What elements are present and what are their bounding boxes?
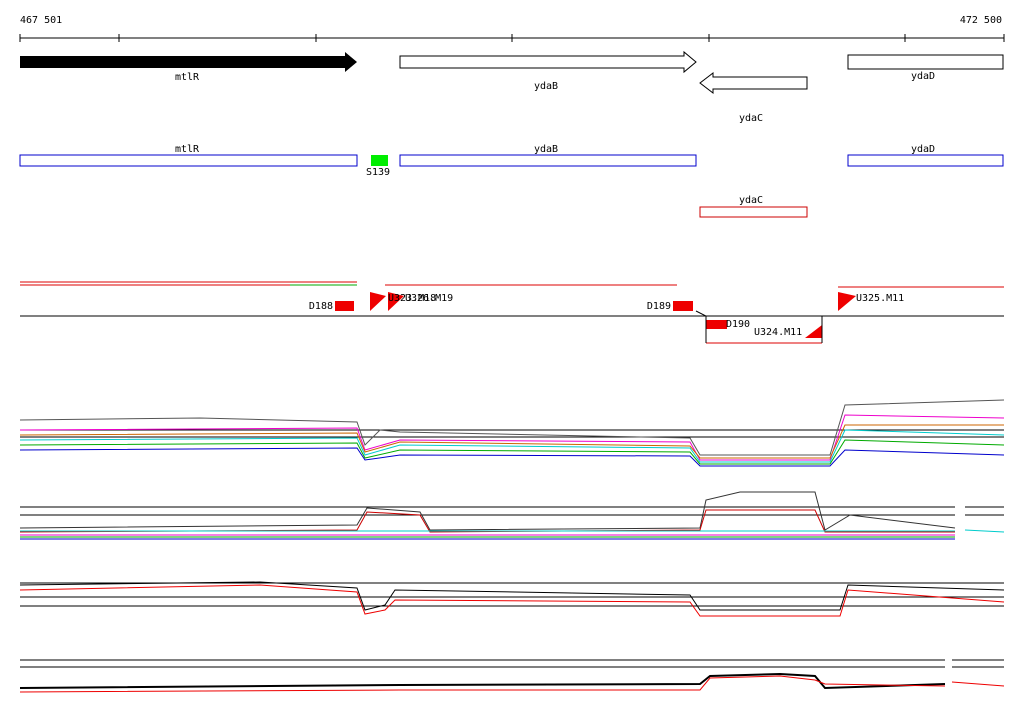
- feature-label: U323.M18: [388, 293, 436, 304]
- gene-label: ydaB: [534, 81, 558, 92]
- gene-arrows: [20, 50, 1004, 95]
- annotation-label: ydaD: [911, 144, 935, 155]
- ruler-start: 467 501: [20, 15, 62, 26]
- annotation-label: mtlR: [175, 144, 200, 155]
- feature-track: [20, 281, 1004, 344]
- annotation-label: ydaC: [739, 195, 763, 206]
- annotation-label: S139: [366, 167, 390, 178]
- feature-label: U326.M19: [405, 293, 453, 304]
- gene-label: ydaD: [911, 71, 935, 82]
- annotation-label: ydaB: [534, 144, 558, 155]
- feature-label: D188: [309, 301, 333, 312]
- feature-label: U325.M11: [856, 293, 904, 304]
- annotation-boxes: [19, 154, 1004, 218]
- gene-label: ydaC: [739, 113, 763, 124]
- ruler-end: 472 500: [960, 15, 1002, 26]
- wiggle-panels: [19, 399, 1005, 693]
- feature-label: U324.M11: [754, 327, 802, 338]
- ruler: [19, 34, 1005, 42]
- feature-label: D189: [647, 301, 671, 312]
- gene-label: mtlR: [175, 72, 200, 83]
- feature-label: D190: [726, 319, 750, 330]
